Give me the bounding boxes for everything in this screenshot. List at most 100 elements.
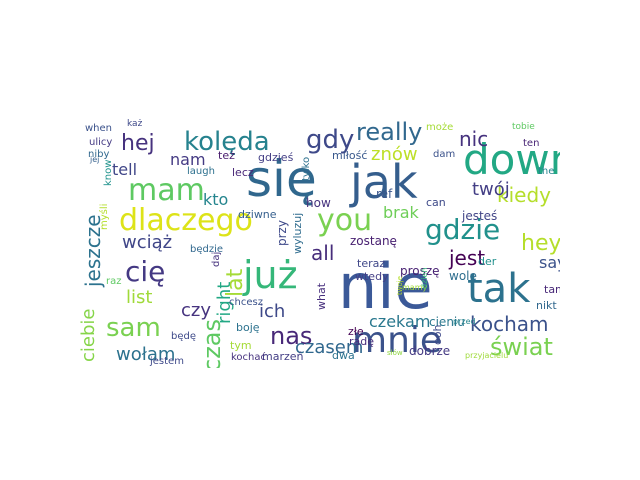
cloud-word: tobie xyxy=(512,122,535,132)
cloud-word: daj xyxy=(211,252,222,267)
cloud-word: you xyxy=(317,203,372,238)
cloud-word: mamy xyxy=(402,283,427,292)
cloud-word: when xyxy=(85,123,112,134)
cloud-word: znów xyxy=(371,144,418,165)
cloud-word: słów xyxy=(387,349,403,357)
cloud-word: teraz xyxy=(357,257,385,270)
cloud-word: kocham xyxy=(470,312,549,336)
cloud-word: ooh xyxy=(431,325,444,345)
cloud-word: ulicy xyxy=(89,137,112,148)
cloud-word: boję xyxy=(236,321,260,334)
cloud-word: jej xyxy=(89,155,99,164)
cloud-word: zostanę xyxy=(350,234,397,248)
cloud-word: wolę xyxy=(449,269,477,283)
cloud-word: przyjacielu xyxy=(465,351,508,360)
cloud-word: jestem xyxy=(149,356,184,367)
cloud-word: really xyxy=(356,118,422,146)
cloud-word: przed xyxy=(453,317,476,326)
cloud-word: hej xyxy=(121,131,155,156)
cloud-word: dobrze xyxy=(409,344,450,358)
cloud-word: czy xyxy=(181,300,211,321)
cloud-word: down xyxy=(463,135,560,184)
cloud-word: cię xyxy=(125,255,165,288)
cloud-word: hey xyxy=(521,231,560,256)
cloud-word: cieniu xyxy=(429,315,465,329)
cloud-word: can xyxy=(426,196,446,209)
cloud-word: twoje xyxy=(396,276,404,295)
cloud-word: przy xyxy=(275,220,289,246)
cloud-word: all xyxy=(311,241,334,265)
cloud-word: mnie xyxy=(352,320,442,361)
cloud-word: myśli xyxy=(98,204,110,230)
cloud-word: ref xyxy=(376,187,393,201)
cloud-word: jeszcze xyxy=(81,214,105,288)
cloud-word: kochać xyxy=(231,351,266,363)
cloud-word: nie xyxy=(338,250,433,323)
cloud-word: radę xyxy=(349,335,374,348)
cloud-word: wtedy xyxy=(355,270,389,283)
cloud-word: jesteś xyxy=(461,209,497,223)
cloud-word: dwa xyxy=(332,349,355,362)
cloud-word: der xyxy=(478,255,497,268)
cloud-word: dlaczego xyxy=(119,203,253,238)
cloud-word: gdzie xyxy=(425,213,500,246)
cloud-word: kto xyxy=(203,190,228,209)
cloud-word: lat xyxy=(223,268,248,297)
cloud-word: right xyxy=(214,282,235,324)
cloud-word: jak xyxy=(349,155,418,209)
cloud-word: tylko xyxy=(301,157,312,181)
cloud-word: dam xyxy=(433,149,455,160)
cloud-word: brak xyxy=(383,203,420,222)
cloud-word: raz xyxy=(106,276,122,287)
cloud-word: czas xyxy=(198,319,226,368)
cloud-word: chcesz xyxy=(229,297,263,308)
cloud-word: czasem xyxy=(295,337,363,358)
cloud-word: może xyxy=(426,122,453,133)
cloud-word: nas xyxy=(270,322,312,350)
cloud-word: tym xyxy=(230,339,252,352)
cloud-word: list xyxy=(126,287,152,308)
cloud-word: wyluzuj xyxy=(291,213,304,254)
cloud-word: miłość xyxy=(332,149,367,162)
cloud-word: ten xyxy=(523,138,539,149)
cloud-word: świat xyxy=(490,333,553,361)
cloud-word: będę xyxy=(171,331,196,342)
cloud-word: będzie xyxy=(190,244,223,255)
cloud-word: mam xyxy=(128,173,205,208)
cloud-word: proszę xyxy=(400,264,440,278)
cloud-word: the xyxy=(538,166,554,177)
cloud-word: lecz xyxy=(232,166,254,179)
cloud-word: know xyxy=(103,160,114,186)
cloud-word: gdy xyxy=(306,125,354,155)
cloud-word: ciebie xyxy=(80,309,99,362)
cloud-word: każ xyxy=(127,119,143,129)
cloud-word: nam xyxy=(170,150,206,169)
cloud-word: sam xyxy=(106,313,161,343)
cloud-word: ich xyxy=(259,301,285,322)
cloud-word: tak xyxy=(467,266,531,312)
cloud-word: dziwne xyxy=(238,208,277,221)
cloud-word: wołam xyxy=(116,344,175,365)
cloud-word: twój xyxy=(472,179,510,200)
cloud-word: się xyxy=(246,150,317,208)
cloud-word: tam xyxy=(544,283,560,296)
cloud-word: już xyxy=(242,253,298,297)
cloud-word: też xyxy=(218,149,235,162)
cloud-word: nic xyxy=(459,127,488,151)
cloud-word: jest xyxy=(448,246,485,270)
cloud-word: laugh xyxy=(187,166,215,177)
cloud-word: gdzieś xyxy=(258,151,294,164)
cloud-word: dzień xyxy=(420,268,429,290)
cloud-word: say xyxy=(539,253,560,272)
cloud-word: how xyxy=(306,196,331,210)
cloud-word: tell xyxy=(112,160,137,179)
cloud-word: nikt xyxy=(536,299,557,312)
cloud-word: czekam xyxy=(369,312,430,331)
cloud-word: what xyxy=(315,282,328,310)
cloud-word: wciąż xyxy=(122,232,172,253)
cloud-word: złe xyxy=(348,325,364,338)
cloud-word: niby xyxy=(88,149,109,160)
cloud-word: marzeń xyxy=(262,350,304,363)
cloud-word: kiedy xyxy=(497,183,551,207)
